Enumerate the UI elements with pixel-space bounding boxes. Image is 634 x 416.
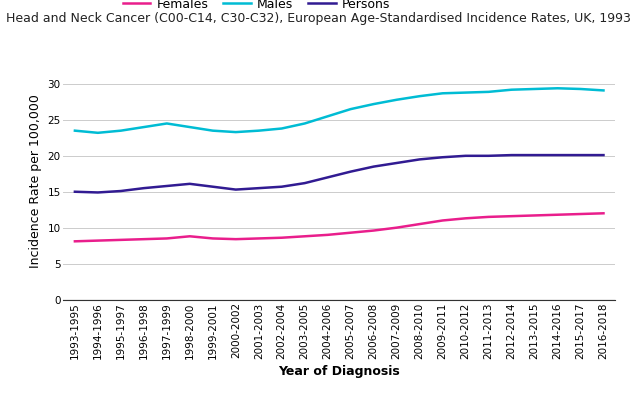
- Males: [278, 126, 285, 131]
- Persons: [163, 183, 171, 188]
- Males: [140, 124, 148, 129]
- Females: [439, 218, 446, 223]
- Line: Males: Males: [75, 88, 604, 133]
- Persons: [393, 161, 401, 166]
- Males: [255, 128, 262, 133]
- Y-axis label: Incidence Rate per 100,000: Incidence Rate per 100,000: [29, 94, 42, 268]
- Persons: [324, 175, 332, 180]
- Females: [324, 233, 332, 238]
- Legend: Females, Males, Persons: Females, Males, Persons: [122, 0, 391, 10]
- Females: [278, 235, 285, 240]
- Persons: [577, 153, 585, 158]
- Males: [462, 90, 469, 95]
- Females: [553, 212, 561, 217]
- Males: [94, 130, 101, 135]
- Persons: [462, 154, 469, 158]
- Males: [347, 106, 354, 111]
- Males: [531, 87, 538, 92]
- Males: [393, 97, 401, 102]
- Males: [232, 130, 240, 135]
- Males: [553, 86, 561, 91]
- Females: [163, 236, 171, 241]
- Females: [416, 222, 424, 227]
- Persons: [416, 157, 424, 162]
- X-axis label: Year of Diagnosis: Year of Diagnosis: [278, 364, 400, 378]
- Males: [508, 87, 515, 92]
- Persons: [186, 181, 193, 186]
- Males: [163, 121, 171, 126]
- Females: [370, 228, 377, 233]
- Females: [140, 237, 148, 242]
- Persons: [117, 188, 125, 193]
- Persons: [301, 181, 309, 186]
- Males: [577, 87, 585, 92]
- Females: [301, 234, 309, 239]
- Females: [347, 230, 354, 235]
- Males: [117, 128, 125, 133]
- Males: [439, 91, 446, 96]
- Females: [209, 236, 217, 241]
- Persons: [531, 153, 538, 158]
- Females: [531, 213, 538, 218]
- Persons: [232, 187, 240, 192]
- Females: [71, 239, 79, 244]
- Text: Head and Neck Cancer (C00-C14, C30-C32), European Age-Standardised Incidence Rat: Head and Neck Cancer (C00-C14, C30-C32),…: [6, 12, 634, 25]
- Persons: [508, 153, 515, 158]
- Males: [600, 88, 607, 93]
- Persons: [439, 155, 446, 160]
- Females: [600, 211, 607, 216]
- Females: [117, 238, 125, 243]
- Persons: [94, 190, 101, 195]
- Persons: [600, 153, 607, 158]
- Females: [508, 214, 515, 219]
- Persons: [485, 154, 493, 158]
- Persons: [278, 184, 285, 189]
- Females: [255, 236, 262, 241]
- Females: [577, 211, 585, 216]
- Males: [416, 94, 424, 99]
- Females: [485, 214, 493, 219]
- Persons: [370, 164, 377, 169]
- Males: [324, 114, 332, 119]
- Persons: [347, 169, 354, 174]
- Males: [71, 128, 79, 133]
- Males: [209, 128, 217, 133]
- Line: Females: Females: [75, 213, 604, 241]
- Persons: [255, 186, 262, 191]
- Males: [370, 102, 377, 106]
- Line: Persons: Persons: [75, 155, 604, 193]
- Females: [462, 216, 469, 221]
- Persons: [140, 186, 148, 191]
- Persons: [209, 184, 217, 189]
- Persons: [553, 153, 561, 158]
- Females: [393, 225, 401, 230]
- Females: [94, 238, 101, 243]
- Females: [232, 237, 240, 242]
- Males: [186, 124, 193, 129]
- Females: [186, 234, 193, 239]
- Males: [485, 89, 493, 94]
- Persons: [71, 189, 79, 194]
- Males: [301, 121, 309, 126]
